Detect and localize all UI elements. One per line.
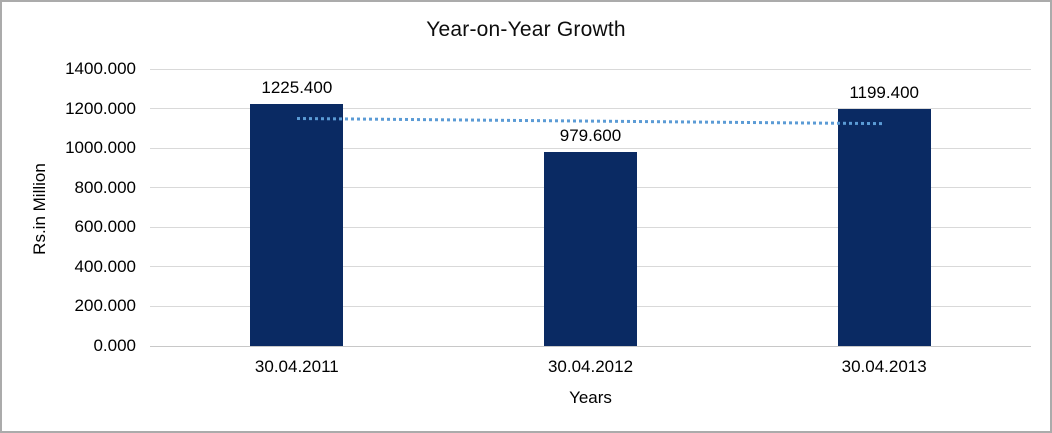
gridline	[150, 147, 1031, 149]
x-axis-line	[150, 345, 1031, 347]
bar-value-label: 1199.400	[849, 82, 919, 102]
gridline	[150, 68, 1031, 70]
y-tick-label: 1200.000	[65, 98, 136, 118]
y-tick-label: 600.000	[74, 217, 136, 237]
bar-30.04.2011	[250, 103, 344, 346]
bar-value-label: 1225.400	[261, 77, 333, 97]
bar-30.04.2012	[544, 152, 637, 346]
y-tick-label: 400.000	[74, 256, 136, 276]
x-axis-title: Years	[569, 388, 612, 407]
x-category-label: 30.04.2013	[841, 357, 927, 376]
y-tick-label: 1400.000	[65, 59, 136, 78]
gridline	[150, 108, 1031, 110]
y-tick-label: 200.000	[74, 296, 136, 316]
x-category-label: 30.04.2011	[254, 357, 339, 376]
y-tick-label: 1000.000	[65, 138, 136, 158]
bar-30.04.2013	[837, 108, 931, 346]
chart-title: Year-on-Year Growth	[426, 18, 626, 41]
y-tick-label: 0.000	[93, 336, 136, 355]
bar-value-label: 979.600	[559, 126, 622, 146]
y-tick-label: 800.000	[74, 177, 136, 197]
x-category-label: 30.04.2012	[547, 357, 634, 376]
